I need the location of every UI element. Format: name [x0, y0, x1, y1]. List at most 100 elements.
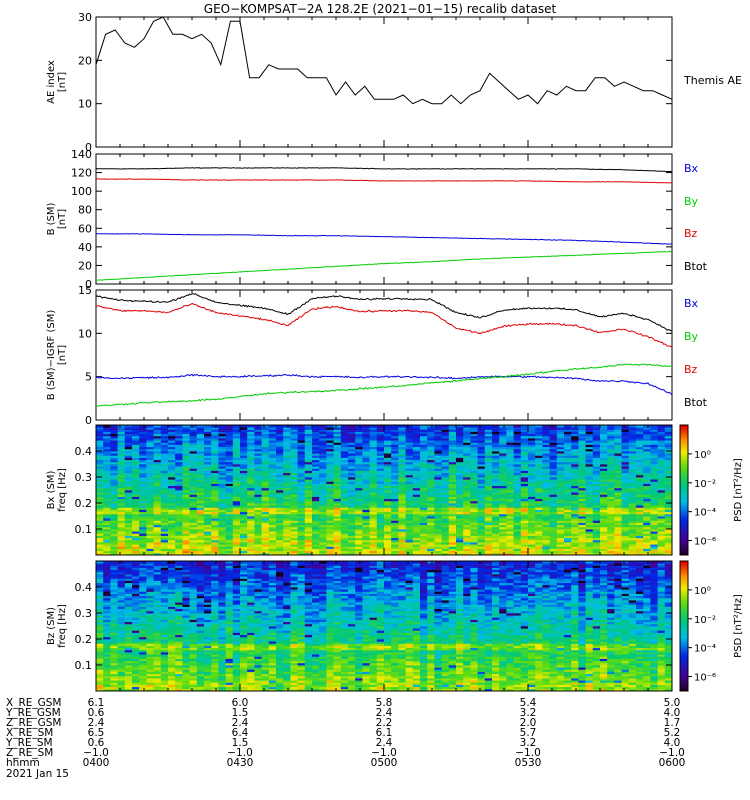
heatmap-cell	[434, 509, 442, 513]
heatmap-cell	[427, 470, 435, 474]
heatmap-cell	[650, 548, 658, 552]
heatmap-cell	[196, 472, 205, 476]
heatmap-cell	[585, 431, 594, 435]
heatmap-cell	[290, 444, 298, 448]
heatmap-cell	[283, 479, 291, 482]
heatmap-cell	[103, 468, 111, 471]
heatmap-cell	[240, 544, 248, 547]
heatmap-cell	[657, 509, 666, 513]
heatmap-cell	[585, 446, 594, 450]
heatmap-cell	[456, 516, 464, 519]
heatmap-cell	[146, 429, 154, 432]
heatmap-cell	[420, 529, 428, 532]
heatmap-cell	[520, 487, 529, 491]
heatmap-cell	[110, 509, 118, 513]
heatmap-cell	[513, 485, 522, 489]
heatmap-cell	[139, 448, 147, 452]
heatmap-cell	[312, 535, 320, 539]
heatmap-cell	[535, 487, 543, 491]
heatmap-cell	[585, 461, 594, 465]
heatmap-cell	[355, 461, 363, 465]
heatmap-cell	[628, 544, 637, 547]
heatmap-cell	[103, 494, 111, 497]
heatmap-cell	[369, 548, 378, 552]
heatmap-cell	[283, 509, 291, 513]
heatmap-cell	[535, 513, 543, 517]
heatmap-cell	[520, 466, 529, 469]
heatmap-cell	[369, 552, 378, 556]
heatmap-cell	[499, 481, 507, 484]
heatmap-cell	[549, 438, 558, 441]
heatmap-cell	[110, 524, 118, 528]
heatmap-cell	[549, 526, 558, 530]
heatmap-cell	[636, 470, 644, 474]
heatmap-cell	[650, 509, 658, 513]
heatmap-cell	[578, 535, 586, 539]
heatmap-cell	[556, 446, 565, 450]
heatmap-cell	[542, 544, 550, 547]
heatmap-cell	[571, 453, 579, 456]
heatmap-cell	[614, 483, 622, 487]
heatmap-cell	[412, 481, 421, 484]
heatmap-cell	[621, 520, 630, 523]
heatmap-cell	[132, 550, 140, 554]
heatmap-cell	[268, 483, 277, 487]
heatmap-cell	[463, 433, 471, 437]
heatmap-cell	[607, 546, 615, 549]
heatmap-cell	[340, 552, 349, 556]
heatmap-cell	[175, 511, 183, 515]
heatmap-cell	[132, 535, 140, 539]
heatmap-cell	[484, 466, 493, 469]
heatmap-cell	[636, 479, 644, 482]
heatmap-cell	[348, 446, 356, 450]
heatmap-cell	[110, 537, 118, 541]
heatmap-cell	[549, 468, 558, 471]
heatmap-cell	[276, 539, 284, 543]
heatmap-cell	[448, 494, 457, 497]
heatmap-cell	[484, 433, 493, 437]
heatmap-cell	[470, 511, 478, 515]
heatmap-cell	[175, 457, 183, 461]
heatmap-cell	[247, 524, 255, 528]
heatmap-cell	[420, 550, 428, 554]
heatmap-cell	[607, 474, 615, 478]
heatmap-cell	[621, 507, 630, 510]
heatmap-cell	[535, 470, 543, 474]
heatmap-cell	[412, 539, 421, 543]
heatmap-cell	[312, 507, 320, 510]
heatmap-cell	[520, 472, 529, 476]
heatmap-cell	[160, 548, 169, 552]
heatmap-cell	[139, 548, 147, 552]
heatmap-cell	[405, 433, 414, 437]
heatmap-cell	[168, 451, 176, 454]
heatmap-cell	[564, 531, 572, 534]
heatmap-cell	[405, 505, 414, 508]
heatmap-cell	[189, 433, 198, 437]
y-tick-label: 0	[85, 278, 92, 291]
heatmap-cell	[614, 496, 622, 500]
heatmap-cell	[492, 507, 500, 510]
heatmap-cell	[124, 477, 133, 480]
heatmap-cell	[384, 487, 392, 491]
heatmap-cell	[247, 520, 255, 523]
heatmap-cell	[384, 500, 392, 504]
heatmap-cell	[340, 466, 349, 469]
heatmap-cell	[225, 513, 234, 517]
heatmap-cell	[477, 448, 486, 452]
heatmap-cell	[340, 518, 349, 521]
heatmap-cell	[225, 461, 234, 465]
heatmap-cell	[657, 442, 666, 445]
heatmap-cell	[225, 518, 234, 521]
heatmap-cell	[297, 496, 306, 500]
heatmap-cell	[348, 537, 356, 541]
heatmap-cell	[297, 464, 306, 467]
y-axis-label: [nT]	[57, 209, 68, 229]
heatmap-cell	[513, 477, 522, 480]
heatmap-cell	[492, 520, 500, 523]
heatmap-cell	[268, 485, 277, 489]
heatmap-cell	[268, 446, 277, 450]
heatmap-cell	[326, 522, 334, 526]
heatmap-cell	[556, 440, 565, 443]
heatmap-cell	[448, 548, 457, 552]
heatmap-cell	[124, 518, 133, 521]
